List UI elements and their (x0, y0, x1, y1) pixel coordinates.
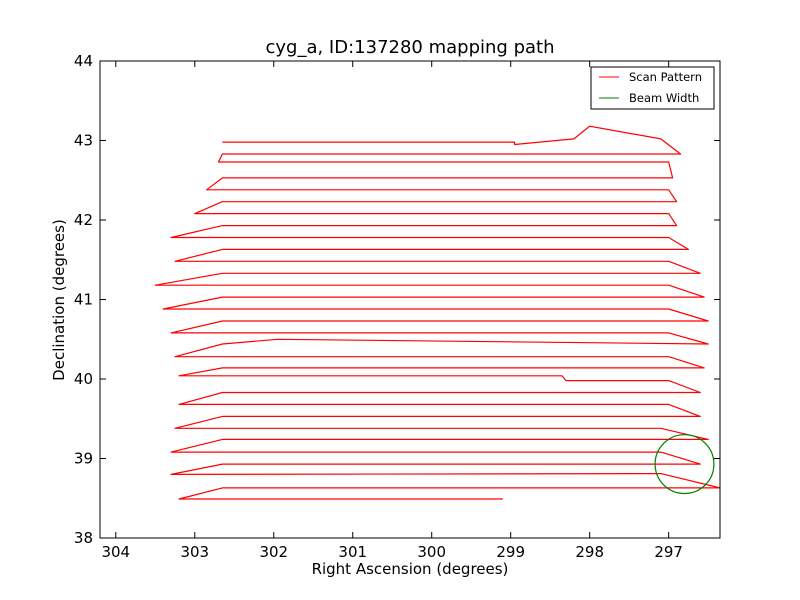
legend: Scan Pattern Beam Width (590, 66, 715, 110)
x-tick-label: 302 (259, 543, 288, 561)
plot-area (154, 125, 720, 500)
y-tick-label: 42 (74, 211, 93, 229)
x-axis-label: Right Ascension (degrees) (312, 560, 509, 578)
y-tick-label: 43 (74, 132, 93, 150)
y-axis-label: Declination (degrees) (50, 219, 68, 381)
y-tick-label: 39 (74, 450, 93, 468)
legend-label-beam-width: Beam Width (629, 91, 699, 105)
y-tick-label: 40 (74, 370, 93, 388)
scan-pattern-line (154, 125, 720, 500)
x-tick-label: 300 (417, 543, 446, 561)
x-tick-label: 297 (654, 543, 683, 561)
x-tick-label: 299 (496, 543, 525, 561)
y-tick-label: 44 (74, 52, 93, 70)
legend-box (590, 66, 715, 110)
chart-title: cyg_a, ID:137280 mapping path (265, 37, 554, 58)
beam-width-circle (654, 434, 715, 495)
legend-label-scan-pattern: Scan Pattern (629, 70, 702, 84)
x-tick-label: 304 (101, 543, 130, 561)
y-tick-label: 38 (74, 529, 93, 547)
x-tick-label: 298 (575, 543, 604, 561)
x-tick-label: 303 (180, 543, 209, 561)
x-tick-label: 301 (338, 543, 367, 561)
y-tick-label: 41 (74, 291, 93, 309)
